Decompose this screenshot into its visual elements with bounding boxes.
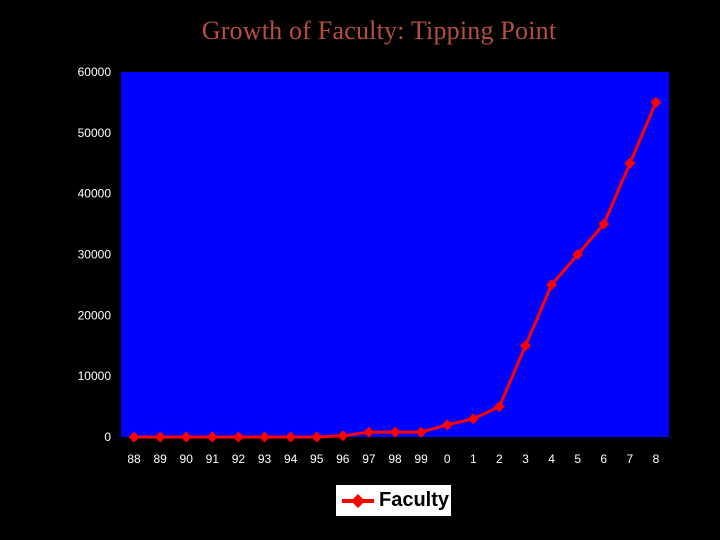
y-axis: 0 10000 20000 30000 40000 50000 60000 [78,65,112,444]
x-tick-label: 2 [496,452,503,466]
legend: Faculty [336,485,451,516]
x-tick-label: 96 [336,452,350,466]
x-tick-label: 4 [548,452,555,466]
legend-label: Faculty [379,489,450,511]
x-tick-label: 0 [444,452,451,466]
x-tick-label: 98 [388,452,402,466]
data-point-marker [337,430,349,442]
chart-title: Growth of Faculty: Tipping Point [201,16,557,45]
x-tick-label: 7 [627,452,634,466]
series-layer [128,96,662,443]
x-tick-label: 8 [653,452,660,466]
y-tick-label: 0 [104,430,111,444]
plot-area [121,72,669,437]
y-tick-label: 20000 [78,308,112,322]
data-point-marker [467,413,479,425]
x-tick-label: 93 [258,452,272,466]
data-point-marker [206,431,218,443]
data-point-marker [259,431,271,443]
x-tick-label: 97 [362,452,376,466]
y-tick-label: 50000 [78,126,112,140]
data-point-marker [389,426,401,438]
x-tick-label: 89 [153,452,167,466]
data-point-marker [285,431,297,443]
data-point-marker [441,419,453,431]
data-point-marker [493,401,505,413]
x-tick-label: 94 [284,452,298,466]
data-point-marker [624,157,636,169]
y-tick-label: 40000 [78,187,112,201]
x-tick-label: 6 [600,452,607,466]
x-tick-label: 91 [206,452,220,466]
data-point-marker [180,431,192,443]
x-tick-label: 90 [180,452,194,466]
data-point-marker [415,426,427,438]
data-point-marker [154,431,166,443]
data-point-marker [598,218,610,230]
legend-marker-icon [342,493,374,508]
data-point-marker [363,426,375,438]
y-tick-label: 60000 [78,65,112,79]
data-point-marker [128,431,140,443]
y-tick-label: 10000 [78,369,112,383]
x-tick-label: 99 [414,452,428,466]
data-point-marker [519,340,531,352]
data-point-marker [311,431,323,443]
data-point-marker [546,279,558,291]
x-tick-label: 1 [470,452,477,466]
data-point-marker [232,431,244,443]
x-tick-label: 5 [574,452,581,466]
x-axis: 88 89 90 91 92 93 94 95 96 97 98 99 0 1 2 3 4 5 6 7 8 [127,452,659,466]
x-tick-label: 95 [310,452,324,466]
x-tick-label: 92 [232,452,246,466]
x-tick-label: 3 [522,452,529,466]
y-tick-label: 30000 [78,248,112,262]
data-point-marker [572,249,584,260]
x-tick-label: 88 [127,452,141,466]
data-point-marker [650,96,662,108]
